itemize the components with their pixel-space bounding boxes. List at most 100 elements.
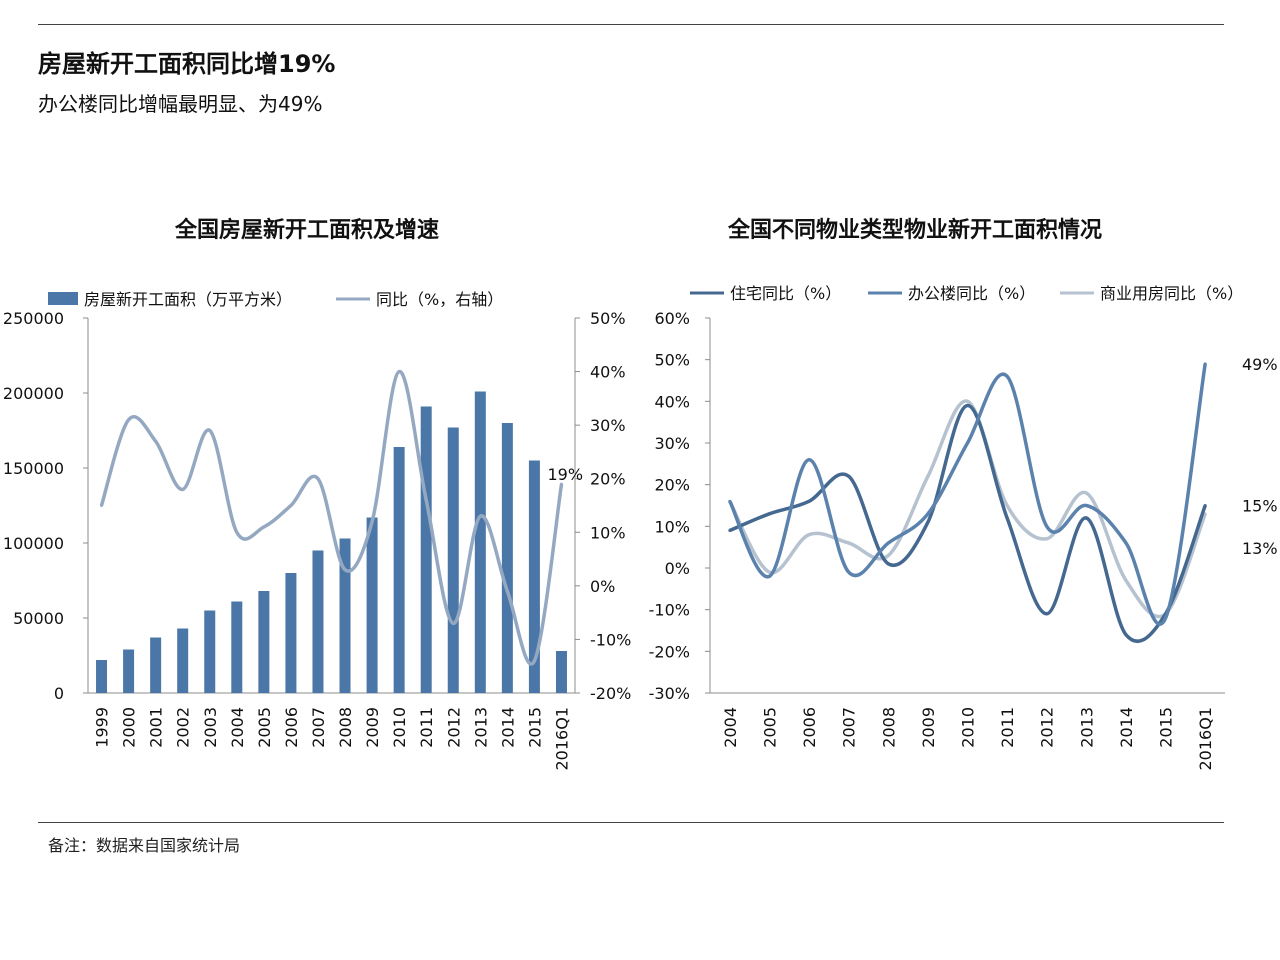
x-tick-label: 2012 [444, 707, 463, 748]
bar-2016Q1 [555, 651, 567, 693]
y-tick-label: 20% [654, 476, 690, 495]
commercial-point-2012 [1045, 537, 1049, 541]
right-y-tick-label: 30% [590, 416, 626, 435]
bar-2005 [258, 591, 270, 693]
commercial-point-2010 [966, 399, 969, 403]
endpoint-label-office: 49% [1242, 355, 1278, 374]
x-tick-label: 2005 [760, 707, 779, 748]
legend-label-office: 办公楼同比（%） [908, 284, 1035, 303]
residential-point-2007 [847, 474, 851, 478]
bar-2003 [204, 610, 216, 693]
x-tick-label: 2014 [498, 707, 517, 748]
bar-2013 [474, 391, 486, 693]
yoy-point-2016Q1 [559, 482, 563, 486]
bottom-divider [38, 822, 1224, 823]
x-tick-label: 2015 [525, 707, 544, 748]
residential-point-2016Q1 [1203, 504, 1207, 507]
yoy-point-2013 [478, 514, 482, 518]
residential-point-2011 [1005, 516, 1009, 520]
right-y-tick-label: -20% [590, 684, 631, 703]
bar-2002 [177, 628, 189, 693]
commercial-point-2009 [926, 474, 930, 478]
commercial-point-2005 [767, 570, 771, 574]
office-point-2013 [1084, 504, 1088, 507]
yoy-point-2014 [505, 589, 509, 593]
residential-point-2004 [728, 529, 732, 532]
yoy-point-2000 [127, 418, 131, 422]
x-tick-label: 2008 [879, 707, 898, 748]
legend-label-commercial: 商业用房同比（%） [1100, 284, 1243, 303]
x-tick-label: 2008 [336, 707, 355, 748]
x-tick-label: 2005 [255, 707, 274, 748]
office-point-2009 [926, 512, 930, 516]
left-y-tick-label: 0 [54, 684, 64, 703]
chart-title: 全国不同物业类型物业新开工面积情况 [727, 217, 1102, 243]
office-point-2014 [1124, 541, 1128, 545]
left-y-tick-label: 100000 [3, 534, 64, 553]
residential-point-2013 [1084, 516, 1088, 520]
x-tick-label: 2016Q1 [1196, 707, 1215, 771]
legend-label-yoy: 同比（%，右轴） [376, 290, 503, 309]
left-y-tick-label: 200000 [3, 384, 64, 403]
x-tick-label: 2004 [721, 707, 740, 748]
office-point-2015 [1164, 616, 1168, 620]
x-tick-label: 2001 [147, 707, 166, 748]
yoy-point-2002 [181, 487, 185, 491]
yoy-point-2012 [451, 621, 455, 625]
page-title: 房屋新开工面积同比增19% [38, 50, 336, 78]
x-tick-label: 2013 [1077, 707, 1096, 748]
endpoint-label-residential: 15% [1242, 497, 1278, 516]
residential-point-2012 [1045, 612, 1049, 616]
bar-2010 [393, 447, 405, 693]
bar-2015 [528, 460, 540, 693]
y-tick-label: 60% [654, 309, 690, 328]
legend-swatch-bars [48, 292, 78, 305]
residential-point-2006 [807, 499, 811, 503]
left-y-tick-label: 250000 [3, 309, 64, 328]
x-tick-label: 2006 [282, 707, 301, 748]
office-point-2008 [886, 541, 890, 545]
x-tick-label: 2007 [840, 707, 859, 748]
yoy-point-2007 [316, 477, 320, 481]
yoy-point-2010 [397, 370, 401, 374]
x-tick-label: 2011 [998, 707, 1017, 748]
yoy-point-2004 [235, 530, 239, 534]
endpoint-label-commercial: 13% [1242, 539, 1278, 558]
right-y-tick-label: 20% [590, 470, 626, 489]
yoy-line [99, 369, 564, 666]
y-tick-label: 40% [654, 392, 690, 411]
x-tick-label: 1999 [93, 707, 112, 748]
yoy-point-2001 [154, 439, 158, 443]
yoy-point-2005 [262, 525, 266, 529]
commercial-point-2007 [847, 541, 851, 545]
x-tick-label: 2012 [1038, 707, 1057, 748]
residential-point-2010 [966, 404, 969, 407]
commercial-point-2008 [886, 554, 890, 557]
left-y-tick-label: 50000 [13, 609, 64, 628]
x-tick-label: 2007 [309, 707, 328, 748]
right-y-tick-label: 50% [590, 309, 626, 328]
yoy-point-1999 [100, 504, 104, 507]
chart-title: 全国房屋新开工面积及增速 [174, 217, 439, 243]
x-tick-label: 2003 [201, 707, 220, 748]
bar-2014 [501, 423, 513, 693]
office-point-2007 [847, 570, 851, 574]
bar-2009 [366, 517, 378, 693]
yoy-point-2015 [532, 659, 536, 663]
yoy-latest-label: 19% [547, 465, 583, 484]
yoy-point-2008 [343, 568, 347, 572]
office-point-2006 [807, 458, 811, 462]
commercial-point-2006 [807, 533, 811, 537]
yoy-point-2011 [424, 498, 428, 502]
residential-point-2005 [767, 512, 771, 516]
office-point-2012 [1045, 524, 1049, 528]
bar-2007 [312, 550, 324, 693]
x-tick-label: 2006 [800, 707, 819, 748]
footnote: 备注：数据来自国家统计局 [48, 836, 241, 855]
bar-2011 [420, 406, 432, 693]
x-tick-label: 2009 [363, 707, 382, 748]
x-tick-label: 2013 [471, 707, 490, 748]
residential-point-2009 [926, 520, 930, 524]
bar-2001 [150, 637, 162, 693]
